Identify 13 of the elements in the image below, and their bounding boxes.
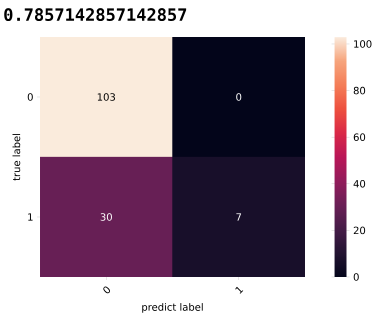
x-axis-title: predict label	[142, 303, 203, 313]
data-label: 7	[236, 213, 242, 221]
color-bar-label: 80	[354, 86, 366, 94]
color-bar-label: 40	[354, 180, 366, 188]
color-bar-label: 60	[354, 133, 366, 141]
data-label: 30	[100, 213, 112, 221]
y-axis-title: true label	[12, 134, 20, 181]
data-label: 103	[98, 93, 115, 101]
color-bar-label: 100	[354, 40, 372, 48]
chart-title: 0.7857142857142857	[4, 8, 186, 22]
data-label: 0	[236, 93, 242, 101]
color-bar-label: 20	[354, 226, 366, 234]
color-bar-label: 0	[354, 273, 359, 281]
